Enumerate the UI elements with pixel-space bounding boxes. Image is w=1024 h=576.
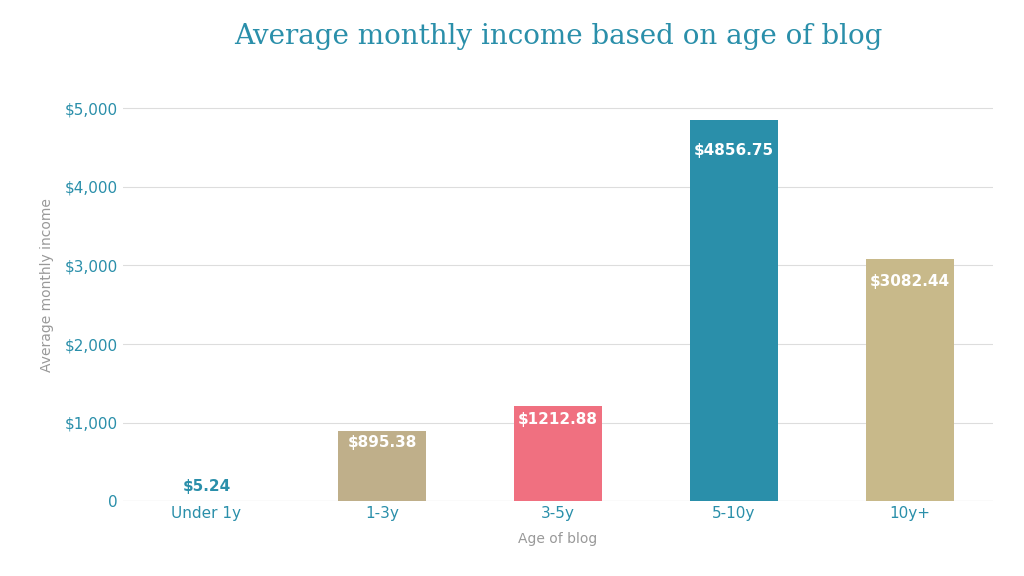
Text: $5.24: $5.24	[182, 479, 230, 494]
Y-axis label: Average monthly income: Average monthly income	[40, 198, 53, 372]
Bar	[866, 259, 953, 501]
Text: $3082.44: $3082.44	[869, 274, 950, 289]
Text: $1212.88: $1212.88	[518, 412, 598, 427]
Title: Average monthly income based on age of blog: Average monthly income based on age of b…	[233, 23, 883, 50]
Bar	[338, 431, 426, 501]
Text: $4856.75: $4856.75	[694, 142, 774, 157]
Bar	[690, 120, 778, 501]
Text: $895.38: $895.38	[347, 435, 417, 450]
Bar	[514, 406, 602, 501]
X-axis label: Age of blog: Age of blog	[518, 532, 598, 546]
